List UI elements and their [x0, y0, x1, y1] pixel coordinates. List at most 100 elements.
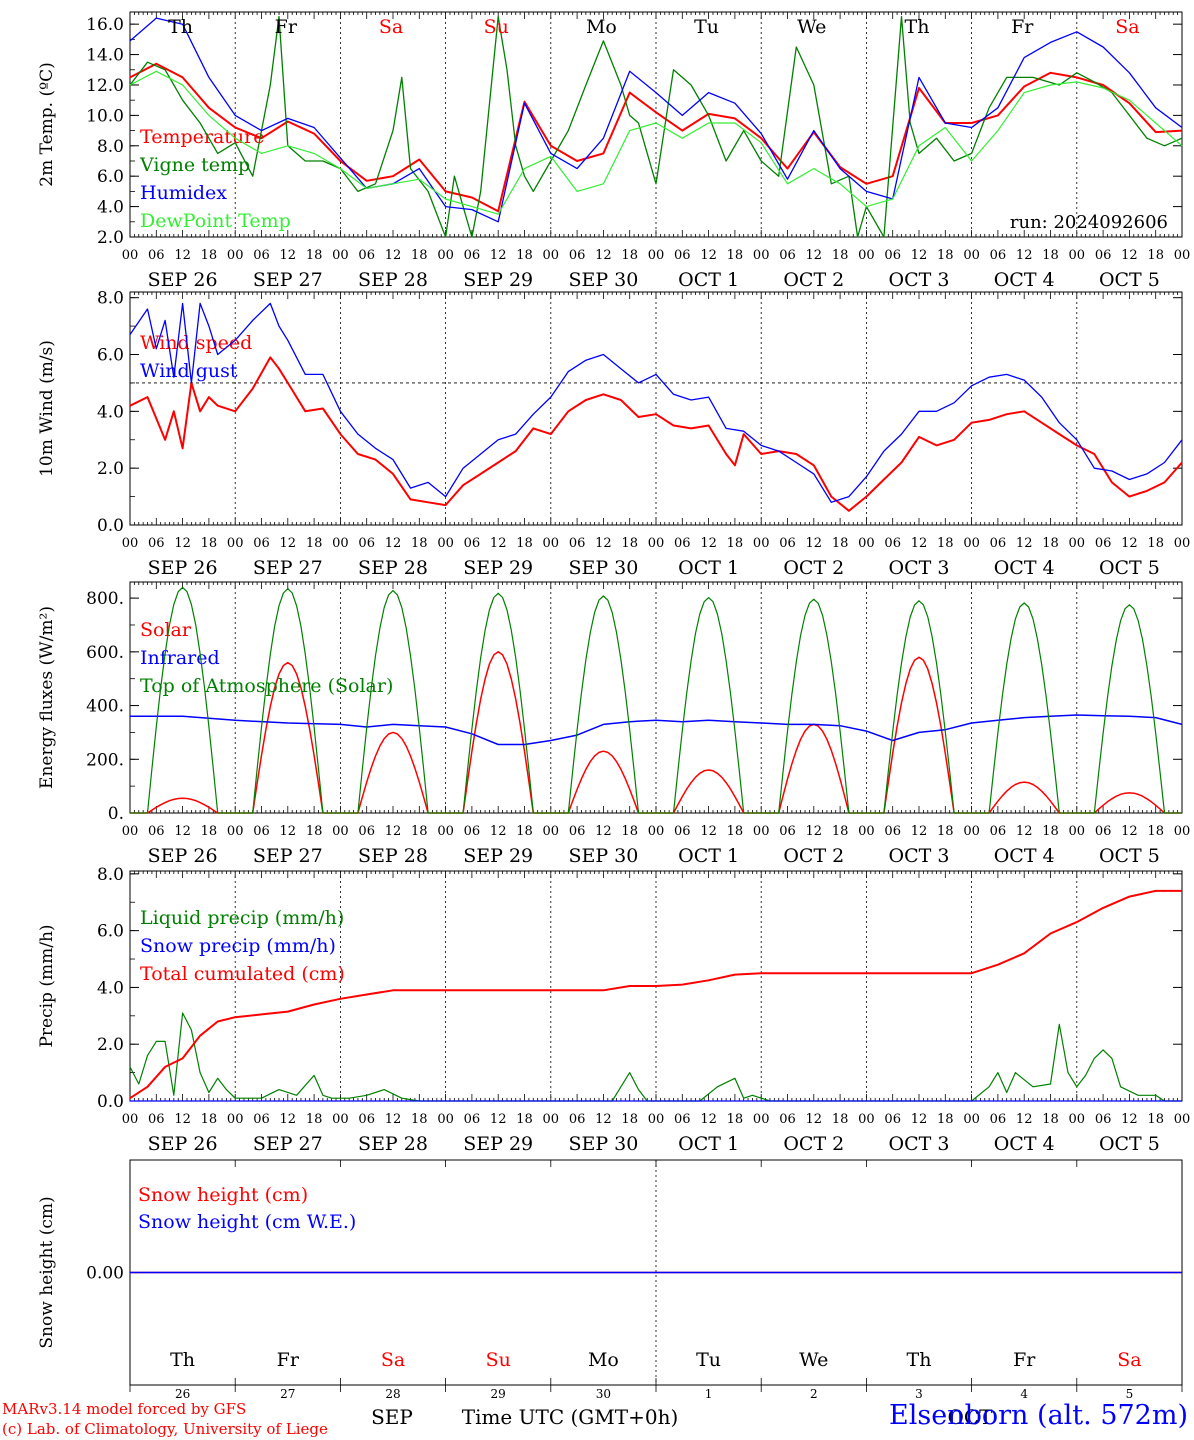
hour-tick-label: 00 — [332, 824, 349, 839]
y-tick-label: 14.0 — [86, 46, 124, 66]
date-label: OCT 3 — [889, 1133, 950, 1155]
date-label: OCT 1 — [678, 1133, 739, 1155]
date-label: SEP 30 — [568, 845, 638, 867]
date-label: OCT 5 — [1099, 845, 1160, 867]
hour-tick-label: 06 — [464, 248, 481, 263]
hour-tick-label: 12 — [174, 248, 191, 263]
hour-tick-label: 06 — [779, 1112, 796, 1127]
hour-tick-label: 06 — [569, 1112, 586, 1127]
y-tick-label: 200. — [86, 750, 124, 770]
y-tick-label: 800. — [86, 589, 124, 609]
y-tick-label: 600. — [86, 643, 124, 663]
hour-tick-label: 18 — [1042, 824, 1059, 839]
hour-tick-label: 06 — [148, 1112, 165, 1127]
hour-tick-label: 00 — [753, 824, 770, 839]
hour-tick-label: 18 — [201, 536, 218, 551]
y-axis-label: Energy fluxes (W/m²) — [37, 606, 57, 789]
day-of-week-label: Su — [484, 16, 509, 38]
day-number-label: 2 — [810, 1387, 818, 1401]
hour-tick-label: 18 — [411, 824, 428, 839]
hour-tick-label: 06 — [569, 248, 586, 263]
legend-entry: Snow height (cm W.E.) — [138, 1211, 356, 1233]
date-label: OCT 4 — [994, 269, 1055, 291]
hour-tick-label: 00 — [227, 248, 244, 263]
y-axis-label: Precip (mm/h) — [37, 924, 57, 1047]
day-number-label: 26 — [175, 1387, 190, 1401]
hour-tick-label: 06 — [253, 536, 270, 551]
hour-tick-label: 00 — [753, 248, 770, 263]
hour-tick-label: 18 — [306, 248, 323, 263]
day-of-week-label: Tu — [694, 16, 719, 38]
day-of-week-label: Tu — [696, 1349, 721, 1371]
hour-tick-label: 18 — [727, 248, 744, 263]
hour-tick-label: 00 — [332, 1112, 349, 1127]
legend-entry: Snow precip (mm/h) — [140, 935, 336, 957]
hour-tick-label: 12 — [595, 248, 612, 263]
y-axis-label: Snow height (cm) — [37, 1196, 57, 1348]
hour-tick-label: 18 — [1147, 824, 1164, 839]
hour-tick-label: 12 — [595, 1112, 612, 1127]
day-of-week-label: Th — [907, 1349, 932, 1371]
day-of-week-label: Th — [170, 1349, 195, 1371]
date-label: SEP 29 — [463, 557, 533, 579]
series-line-humidex — [129, 17, 1183, 223]
day-number-label: 3 — [915, 1387, 923, 1401]
hour-tick-label: 06 — [674, 248, 691, 263]
hour-tick-label: 18 — [516, 536, 533, 551]
y-axis-label: 2m Temp. (ºC) — [37, 62, 57, 187]
hour-tick-label: 00 — [122, 1112, 139, 1127]
y-tick-label: 6.0 — [97, 346, 124, 366]
series-line-infrared — [130, 714, 1183, 746]
series-line-wind-speed — [129, 356, 1183, 512]
date-label: OCT 2 — [783, 557, 844, 579]
y-tick-label: 400. — [86, 697, 124, 717]
hour-tick-label: 00 — [1174, 536, 1191, 551]
hour-tick-label: 00 — [648, 536, 665, 551]
hour-tick-label: 00 — [963, 824, 980, 839]
hour-tick-label: 00 — [543, 248, 560, 263]
hour-tick-label: 06 — [674, 1112, 691, 1127]
hour-tick-label: 18 — [937, 824, 954, 839]
hour-tick-label: 12 — [806, 824, 823, 839]
day-of-week-label: Th — [905, 16, 930, 38]
date-label: SEP 28 — [358, 845, 428, 867]
hour-tick-label: 00 — [332, 248, 349, 263]
hour-tick-label: 18 — [937, 248, 954, 263]
series-line-temperature — [129, 62, 1183, 213]
hour-tick-label: 00 — [437, 1112, 454, 1127]
hour-tick-label: 00 — [648, 824, 665, 839]
date-label: SEP 29 — [463, 269, 533, 291]
hour-tick-label: 12 — [700, 1112, 717, 1127]
hour-tick-label: 18 — [1147, 1112, 1164, 1127]
hour-tick-label: 00 — [858, 1112, 875, 1127]
hour-tick-label: 18 — [516, 824, 533, 839]
legend-entry: Liquid precip (mm/h) — [140, 907, 344, 929]
hour-tick-label: 06 — [884, 824, 901, 839]
day-of-week-label: Th — [168, 16, 193, 38]
hour-tick-label: 18 — [937, 536, 954, 551]
hour-tick-label: 06 — [674, 824, 691, 839]
hour-tick-label: 12 — [700, 536, 717, 551]
date-label: SEP 30 — [568, 557, 638, 579]
hour-tick-label: 18 — [516, 1112, 533, 1127]
series-line-wind-gust — [129, 302, 1183, 503]
hour-tick-label: 00 — [227, 536, 244, 551]
date-label: OCT 1 — [678, 845, 739, 867]
hour-tick-label: 00 — [122, 248, 139, 263]
hour-tick-label: 06 — [358, 536, 375, 551]
hour-tick-label: 12 — [911, 536, 928, 551]
y-tick-label: 2.0 — [97, 459, 124, 479]
hour-tick-label: 18 — [832, 824, 849, 839]
y-tick-label: 6.0 — [97, 922, 124, 942]
hour-tick-label: 12 — [806, 536, 823, 551]
day-number-label: 28 — [385, 1387, 400, 1401]
hour-tick-label: 12 — [174, 1112, 191, 1127]
hour-tick-label: 00 — [858, 248, 875, 263]
hour-tick-label: 12 — [174, 536, 191, 551]
legend-entry: Vigne temp — [139, 154, 250, 176]
date-label: SEP 27 — [253, 1133, 323, 1155]
y-tick-label: 8.0 — [97, 137, 124, 157]
hour-tick-label: 18 — [411, 536, 428, 551]
x-axis-label: Time UTC (GMT+0h) — [462, 1405, 679, 1429]
